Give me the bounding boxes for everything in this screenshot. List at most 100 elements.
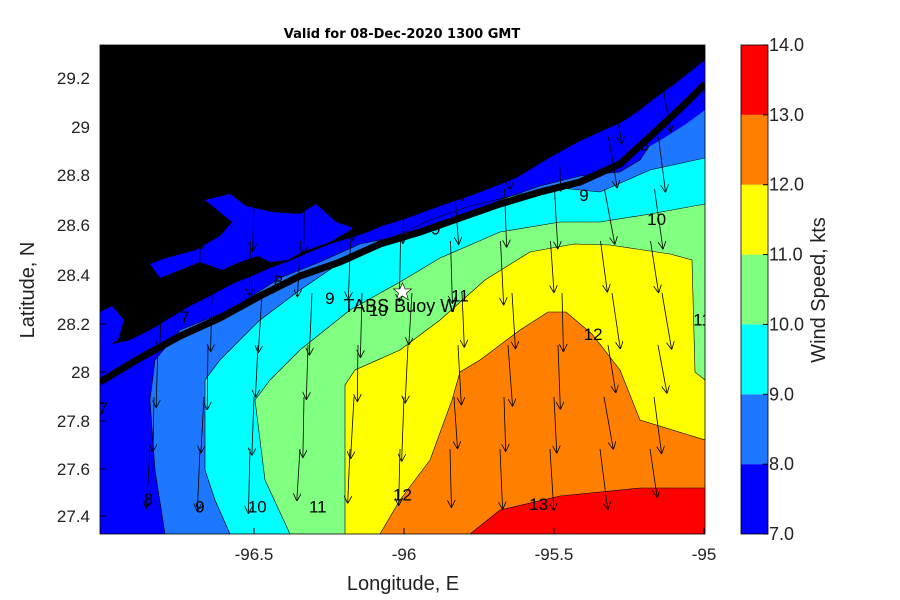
wind-arrow — [297, 448, 300, 500]
y-tick-label: 29.2 — [57, 69, 90, 88]
wind-arrow — [658, 136, 666, 192]
x-tick-label: -96.5 — [235, 545, 274, 564]
wind-arrow — [399, 448, 400, 505]
wind-arrow — [611, 292, 620, 348]
wind-arrow — [197, 448, 200, 511]
wind-arrow — [406, 136, 409, 199]
wind-arrow — [654, 188, 663, 248]
wind-arrow — [600, 240, 608, 291]
barrier-island — [100, 81, 705, 386]
colorbar-tick-label: 14.0 — [769, 35, 804, 55]
y-tick-label: 28.8 — [57, 166, 90, 185]
wind-arrow — [348, 448, 350, 503]
plot-frame — [99, 44, 706, 535]
contour-label: 7 — [180, 308, 189, 327]
wind-vectors — [146, 84, 672, 513]
wind-arrow — [207, 344, 208, 409]
y-tick-label: 28.4 — [57, 266, 90, 285]
station-label: TABS Buoy W — [344, 296, 458, 316]
wind-arrow — [157, 136, 158, 189]
wind-arrow — [505, 188, 507, 247]
wind-arrow — [563, 84, 565, 147]
contour-label: 10 — [369, 301, 388, 320]
contour-label: 10 — [248, 497, 267, 516]
wind-arrow — [153, 396, 154, 451]
colorbar-tick-label: 10.0 — [769, 314, 804, 334]
x-axis: -96.5 -96 -95.5 -95 Longitude, E — [235, 528, 716, 595]
wind-arrow — [297, 240, 300, 296]
wind-arrow — [608, 136, 618, 187]
wind-arrow — [360, 292, 362, 357]
colorbar-band — [741, 254, 768, 325]
contour-label: 9 — [579, 186, 588, 205]
wind-arrow — [459, 136, 463, 200]
contour-label: 11 — [309, 497, 327, 516]
colorbar-tick-label: 7.0 — [769, 524, 794, 544]
wind-arrow — [607, 344, 616, 392]
wind-arrow — [355, 136, 359, 196]
contour-label: 7 — [98, 399, 107, 418]
wind-arrow — [559, 136, 561, 191]
wind-arrow — [147, 240, 151, 304]
wind-arrow — [501, 240, 504, 304]
wind-arrow — [612, 84, 622, 143]
contour-label: 11 — [451, 286, 469, 305]
wind-arrow — [554, 396, 557, 452]
wind-arrow — [348, 240, 350, 299]
wind-arrow — [146, 448, 150, 508]
wind-arrow — [259, 84, 263, 148]
wind-arrow — [562, 292, 563, 351]
wind-arrow — [201, 396, 204, 452]
contour-label: 12 — [584, 325, 603, 344]
wind-arrow — [509, 136, 510, 189]
wind-arrow — [250, 240, 251, 295]
wind-arrow — [454, 396, 457, 448]
chart-title: Valid for 08-Dec-2020 1300 GMT — [284, 27, 521, 42]
wind-arrow — [303, 396, 304, 457]
colorbar-label: Wind Speed, kts — [808, 217, 830, 363]
colorbar-band — [741, 184, 768, 255]
wind-arrow — [205, 136, 208, 190]
wind-arrow — [657, 344, 667, 393]
wind-arrow — [258, 292, 262, 352]
x-axis-label: Longitude, E — [347, 573, 459, 595]
wind-arrow — [507, 344, 513, 406]
colorbar-band — [741, 464, 768, 534]
colorbar-band — [741, 394, 768, 465]
wind-arrow — [551, 240, 554, 292]
bay-water — [150, 194, 354, 278]
contour-label: 11 — [693, 310, 711, 329]
wind-arrow — [653, 396, 662, 453]
wind-arrow — [160, 84, 162, 145]
wind-arrow — [458, 344, 461, 404]
wind-arrow — [311, 84, 313, 137]
wind-arrow — [604, 188, 615, 244]
contour-label: 9 — [431, 219, 440, 238]
wind-arrow — [199, 240, 201, 293]
colorbar-band — [741, 324, 768, 395]
colorbar-tick-label: 12.0 — [769, 175, 804, 195]
wind-arrow — [255, 344, 258, 396]
wind-arrow — [463, 84, 466, 142]
wind-arrow — [202, 188, 205, 248]
wind-arrow — [409, 84, 412, 140]
y-tick-label: 28.6 — [57, 216, 90, 235]
wind-arrow — [558, 344, 560, 409]
y-tick-label: 28.2 — [57, 315, 90, 334]
wind-arrow — [513, 84, 517, 144]
wind-arrow — [402, 396, 404, 461]
contour-label: 13 — [529, 495, 548, 514]
wind-arrow — [661, 292, 672, 349]
wind-arrow — [248, 448, 250, 513]
wind-arrow — [649, 448, 657, 497]
contour-labels: 7 7 8 8 8 9 9 9 9 10 10 10 11 11 11 12 12 13 — [98, 135, 711, 516]
bay-water-west — [100, 306, 124, 350]
colorbar-band — [741, 45, 768, 115]
wind-arrow — [409, 292, 412, 344]
wind-arrow — [307, 136, 308, 195]
wind-arrow — [154, 188, 155, 247]
wind-arrow — [405, 344, 408, 402]
y-tick-label: 28 — [71, 363, 90, 382]
wind-arrow — [357, 344, 358, 401]
colorbar-tick-label: 9.0 — [769, 384, 794, 404]
